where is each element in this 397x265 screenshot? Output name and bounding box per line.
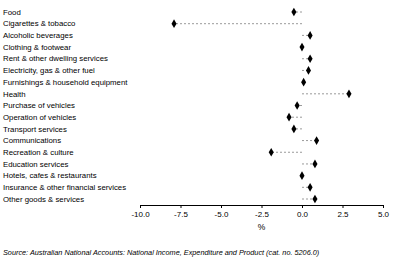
dot <box>287 113 292 122</box>
x-tick: -5.0 <box>215 205 229 219</box>
category-labels: Food Cigarettes & tobacco Alcoholic bevera… <box>3 8 128 204</box>
x-axis: -10.0 -7.5 -5.0 -2.5 0.0 2.5 5.0 <box>131 205 389 219</box>
dot <box>299 171 304 180</box>
category-label: Other goods & services <box>3 195 84 204</box>
x-tick-mark <box>343 205 344 208</box>
x-tick-mark <box>262 205 263 208</box>
x-tick-label: -2.5 <box>255 210 269 219</box>
dot <box>291 125 296 134</box>
category-label: Insurance & other financial services <box>3 183 126 192</box>
category-label: Recreation & culture <box>3 148 74 157</box>
dot <box>301 78 306 87</box>
x-tick-mark <box>383 205 384 208</box>
dot <box>269 148 274 157</box>
x-tick-mark <box>302 205 303 208</box>
category-label: Alcoholic beverages <box>3 31 73 40</box>
dot <box>306 66 311 75</box>
category-label: Furnishings & household equipment <box>3 78 128 87</box>
x-tick: 2.5 <box>337 205 349 219</box>
stem <box>302 93 349 94</box>
dot <box>312 195 317 204</box>
x-axis-line <box>141 206 384 209</box>
dot <box>299 43 304 52</box>
x-tick-label: -10.0 <box>131 210 150 219</box>
dot <box>312 160 317 169</box>
stem <box>174 23 302 24</box>
stem <box>271 152 302 153</box>
x-tick-label: -7.5 <box>174 210 188 219</box>
dot <box>308 31 313 40</box>
x-tick-label: 5.0 <box>378 210 390 219</box>
category-label: Cigarettes & tobacco <box>3 19 76 28</box>
category-label: Education services <box>3 160 69 169</box>
x-tick: 0.0 <box>297 205 309 219</box>
dot <box>346 89 351 98</box>
category-label: Rent & other dwelling services <box>3 54 108 63</box>
chart: -10.0 -7.5 -5.0 -2.5 0.0 2.5 5.0 Food Cigarettes… <box>0 0 397 265</box>
category-label: Health <box>3 90 26 99</box>
category-label: Hotels, cafes & restaurants <box>3 171 97 180</box>
category-label: Purchase of vehicles <box>3 101 75 110</box>
category-label: Electricity, gas & other fuel <box>3 66 95 75</box>
category-label: Clothing & footwear <box>3 43 71 52</box>
x-axis-title: % <box>258 222 266 232</box>
marks <box>172 8 352 204</box>
category-label: Food <box>3 8 21 17</box>
x-tick: -10.0 <box>131 205 150 219</box>
category-label: Communications <box>3 136 61 145</box>
x-tick: -7.5 <box>174 205 188 219</box>
plot-area: -10.0 -7.5 -5.0 -2.5 0.0 2.5 5.0 <box>131 8 389 219</box>
category-label: Operation of vehicles <box>3 113 76 122</box>
x-tick: -2.5 <box>255 205 269 219</box>
dot <box>291 8 296 17</box>
source-note: Source: Australian National Accounts: Na… <box>3 248 319 257</box>
dot <box>172 19 177 28</box>
dot <box>314 136 319 145</box>
x-tick-mark <box>221 205 222 208</box>
x-tick-mark <box>181 205 182 208</box>
dot <box>295 101 300 110</box>
category-label: Transport services <box>3 125 67 134</box>
x-tick-label: 0.0 <box>297 210 309 219</box>
x-tick: 5.0 <box>378 205 390 219</box>
dot <box>308 183 313 192</box>
x-tick-label: -5.0 <box>215 210 229 219</box>
dot <box>308 54 313 63</box>
x-tick-label: 2.5 <box>337 210 349 219</box>
x-tick-mark <box>140 205 141 208</box>
